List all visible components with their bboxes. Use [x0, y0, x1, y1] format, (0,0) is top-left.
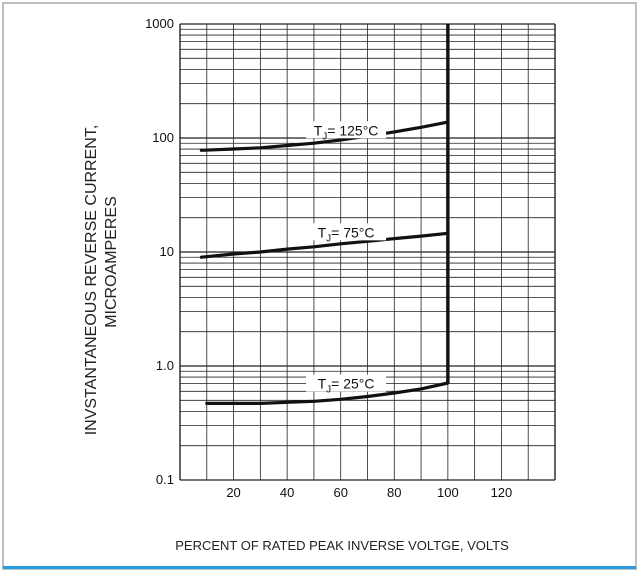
- y-tick-label: 10: [160, 244, 174, 259]
- series-line-1: [199, 231, 450, 259]
- curve-group: [199, 24, 450, 405]
- x-tick-label: 40: [280, 485, 294, 500]
- tick-labels: 20 40 60 80 100 120 0.1 1.0 10 100 1000: [145, 16, 512, 500]
- x-tick-label: 100: [437, 485, 459, 500]
- y-tick-label: 0.1: [156, 472, 174, 487]
- y-tick-label: 1.0: [156, 358, 174, 373]
- y-axis-label-line-1: INVSTANTANEOUS REVERSE CURRENT,: [83, 125, 100, 436]
- series-line-0: [199, 120, 450, 152]
- y-tick-label: 1000: [145, 16, 174, 31]
- curve-label-bg: [306, 121, 387, 139]
- x-axis-label: PERCENT OF RATED PEAK INVERSE VOLTGE, VO…: [175, 538, 509, 553]
- y-axis-label-line-2: MICROAMPERES: [103, 196, 120, 328]
- x-tick-label: 80: [387, 485, 401, 500]
- series-line-2: [205, 381, 450, 405]
- curve-label-2: TJ= 25°C: [318, 376, 375, 396]
- x-tick-label: 120: [491, 485, 513, 500]
- x-tick-label: 60: [333, 485, 347, 500]
- curve-label-bg: [306, 374, 387, 392]
- curve-label-0: TJ= 125°C: [314, 122, 379, 142]
- curve-label-1: TJ= 75°C: [318, 224, 375, 244]
- bottom-accent-bar: [3, 566, 636, 569]
- curve-label-bg: [306, 223, 387, 241]
- curve-labels: TJ= 125°C TJ= 75°C TJ= 25°C: [306, 121, 387, 396]
- x-tick-label: 20: [226, 485, 240, 500]
- grid-lines: [179, 23, 556, 481]
- y-tick-label: 100: [152, 130, 174, 145]
